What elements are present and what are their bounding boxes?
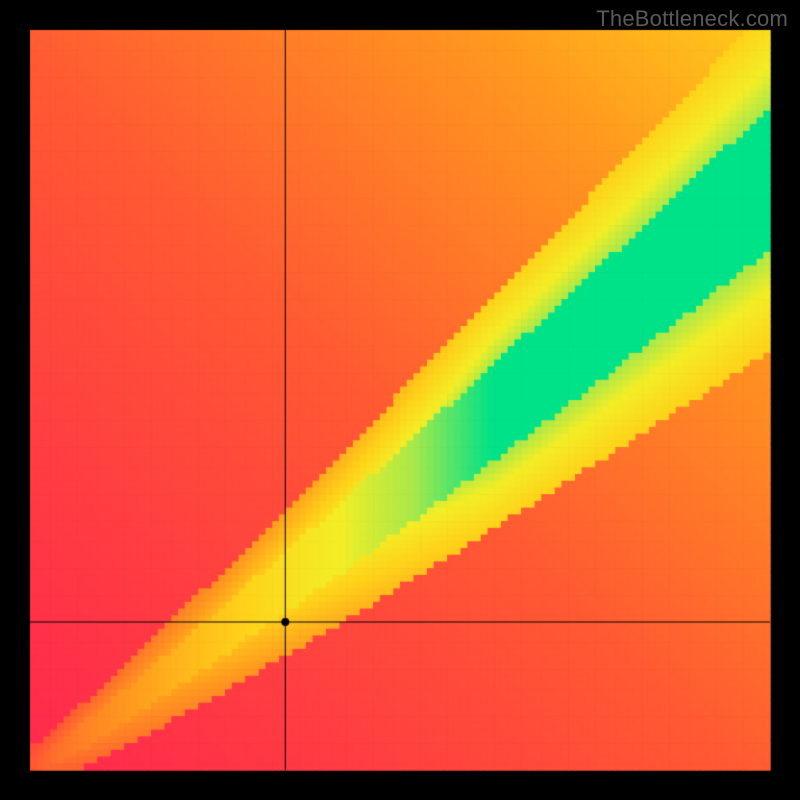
chart-container: TheBottleneck.com (0, 0, 800, 800)
bottleneck-heatmap-canvas (0, 0, 800, 800)
